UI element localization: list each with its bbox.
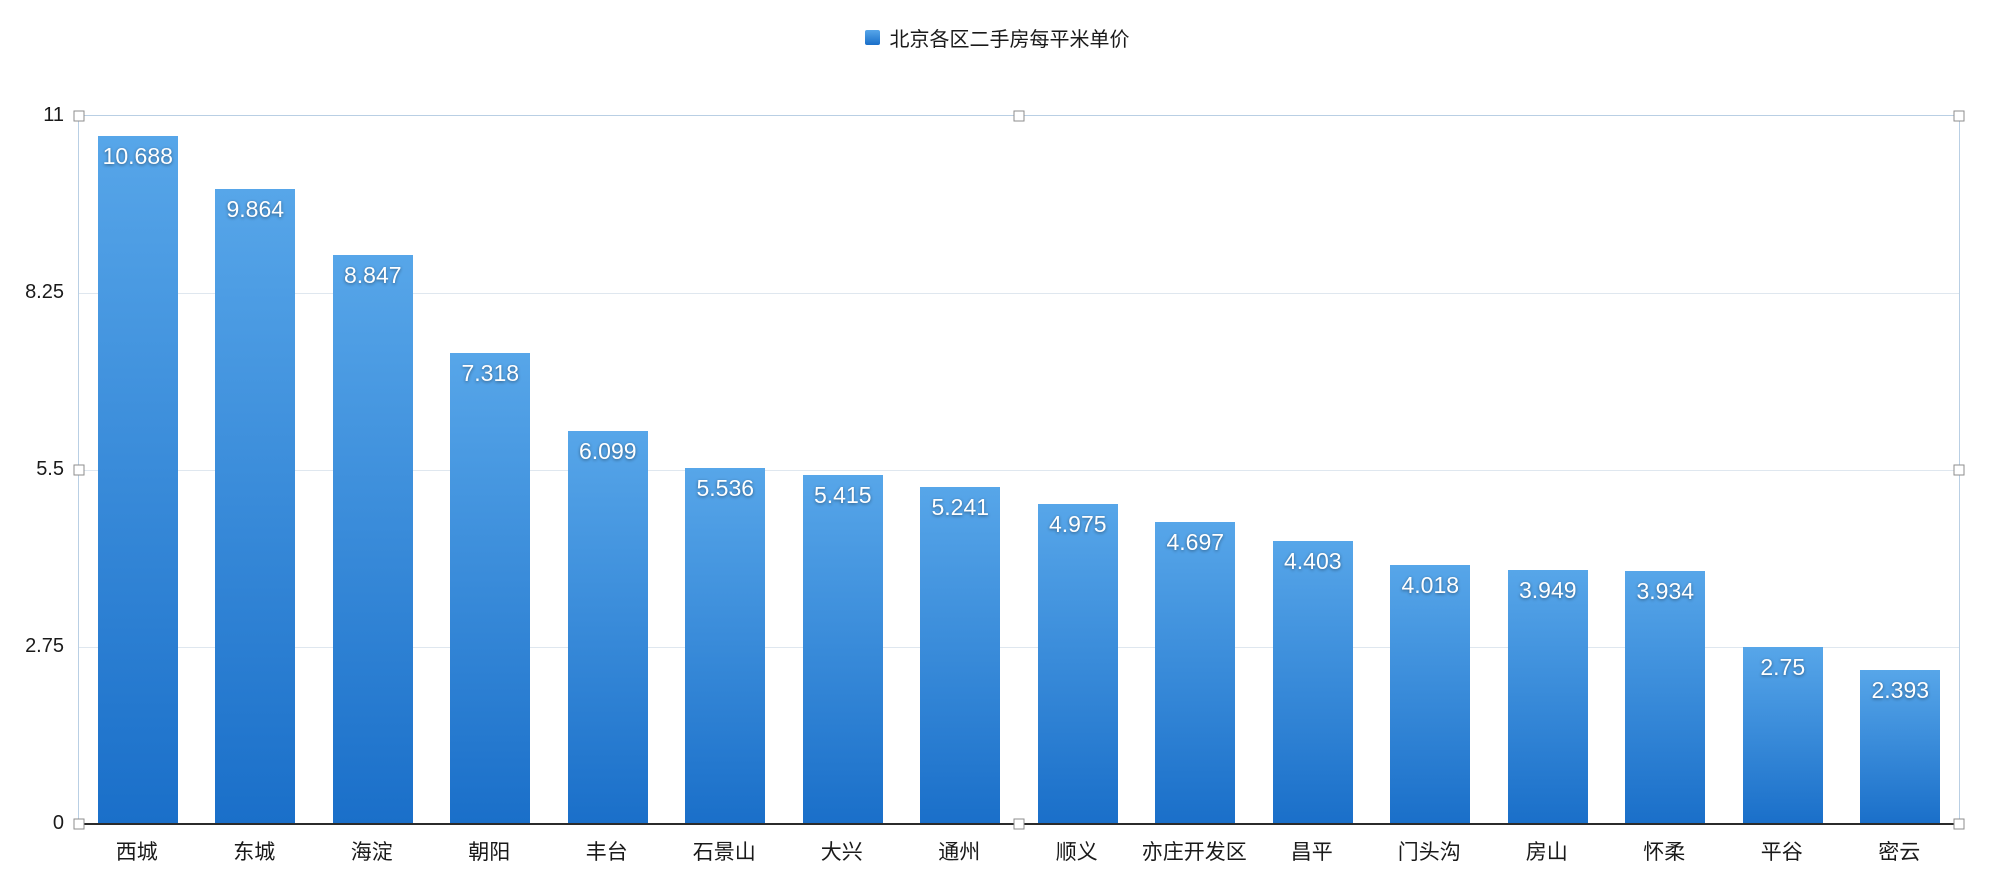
plot-area: 10.688 9.864 8.847 7.318 6.099 5.536 5.415 5.24… [73,110,1965,830]
bars: 10.688 9.864 8.847 7.318 6.099 5.536 5.415 5.24… [79,116,1959,824]
bar-slot: 3.949 [1489,116,1607,824]
x-axis-category-label: 密云 [1878,841,1921,864]
bar[interactable]: 5.536 [685,467,766,824]
x-axis-category-label: 门头沟 [1397,841,1461,864]
bar[interactable]: 4.403 [1272,540,1353,824]
bar-value-label: 5.415 [813,482,872,509]
bar-slot: 4.697 [1137,116,1255,824]
selection-handle-bottom-left[interactable] [73,818,85,830]
bar-value-label: 4.975 [1048,510,1107,537]
bar-slot: 10.688 [79,116,197,824]
y-axis-tick-label: 2.75 [25,635,64,657]
selection-handle-top-right[interactable] [1953,110,1965,122]
bar-slot: 5.241 [902,116,1020,824]
bar-slot: 4.975 [1019,116,1137,824]
x-axis-category-label: 大兴 [820,841,863,864]
selection-handle-bottom-middle[interactable] [1013,818,1025,830]
bar-value-label: 9.864 [226,196,285,223]
x-axis-category-label: 西城 [115,841,158,864]
bar-slot: 4.018 [1372,116,1490,824]
bar[interactable]: 6.099 [567,431,648,824]
x-axis-category-label: 通州 [938,841,981,864]
x-axis-category-label: 东城 [233,841,276,864]
bar-value-label: 4.018 [1401,572,1460,599]
x-axis-category-label: 朝阳 [468,841,511,864]
selection-handle-top-left[interactable] [73,110,85,122]
bar[interactable]: 5.415 [802,475,883,824]
bar-slot: 6.099 [549,116,667,824]
bar-value-label: 8.847 [343,261,402,288]
bar-value-label: 7.318 [461,360,520,386]
x-axis-category-label: 亦庄开发区 [1141,841,1247,864]
bar-value-label: 4.403 [1283,547,1342,574]
bar-value-label: 5.241 [931,493,990,520]
y-axis-tick-label: 11 [43,104,64,126]
gridline [79,647,1959,648]
bar[interactable]: 7.318 [450,353,531,824]
y-axis-tick-label: 8.25 [25,281,64,303]
legend-swatch-icon [864,30,880,45]
legend-label: 北京各区二手房每平米单价 [889,29,1130,51]
selection-handle-middle-left[interactable] [73,464,85,476]
bar-slot: 3.934 [1607,116,1725,824]
gridline [79,293,1959,294]
bar-slot: 5.536 [667,116,785,824]
gridline [79,470,1959,471]
legend[interactable]: 北京各区二手房每平米单价 [0,23,1994,52]
selection-handle-top-middle[interactable] [1013,110,1025,122]
x-axis-category-label: 石景山 [692,841,756,864]
bar-slot: 5.415 [784,116,902,824]
bar-value-label: 3.949 [1518,576,1577,603]
bar[interactable]: 4.697 [1155,521,1236,824]
bar[interactable]: 8.847 [332,254,413,824]
bar-value-label: 10.688 [102,143,173,170]
bar[interactable]: 3.949 [1507,569,1588,824]
bar-value-label: 4.697 [1166,528,1225,555]
bar-slot: 9.864 [197,116,315,824]
bar[interactable]: 5.241 [920,486,1001,824]
x-axis-category-label: 昌平 [1290,841,1333,864]
bar[interactable]: 4.018 [1390,565,1471,824]
bar-slot: 7.318 [432,116,550,824]
bar-slot: 8.847 [314,116,432,824]
x-axis-category-label: 平谷 [1760,841,1803,864]
bar-value-label: 3.934 [1636,577,1695,604]
y-axis-tick-label: 5.5 [36,458,64,480]
x-axis-labels: 西城 东城 海淀 朝阳 丰台 石景山 大兴 通州 顺义 亦庄开发区 昌平 门头沟 房山 怀柔 平谷 密云 [78,836,1958,866]
bar[interactable]: 3.934 [1625,570,1706,824]
bar-slot: 2.75 [1724,116,1842,824]
bar[interactable]: 4.975 [1037,503,1118,824]
x-axis-category-label: 房山 [1525,841,1568,864]
selection-handle-bottom-right[interactable] [1953,818,1965,830]
bar-slot: 2.393 [1842,116,1960,824]
bar[interactable]: 2.393 [1860,669,1941,824]
bar-slot: 4.403 [1254,116,1372,824]
bar-value-label: 5.536 [696,474,755,501]
selection-handle-middle-right[interactable] [1953,464,1965,476]
bar-value-label: 2.393 [1871,676,1930,703]
x-axis-category-label: 怀柔 [1643,841,1686,864]
bar-value-label: 6.099 [578,438,637,465]
y-axis: 0 2.75 5.5 8.25 11 [0,104,64,834]
bar[interactable]: 9.864 [215,189,296,824]
gridlines [79,116,1959,824]
x-axis-category-label: 顺义 [1055,841,1098,864]
bar[interactable]: 2.75 [1742,647,1823,824]
x-axis-category-label: 丰台 [585,841,628,864]
bar-value-label: 2.75 [1760,654,1806,680]
bar[interactable]: 10.688 [97,136,178,824]
x-axis-category-label: 海淀 [350,841,393,864]
y-axis-tick-label: 0 [52,812,64,834]
